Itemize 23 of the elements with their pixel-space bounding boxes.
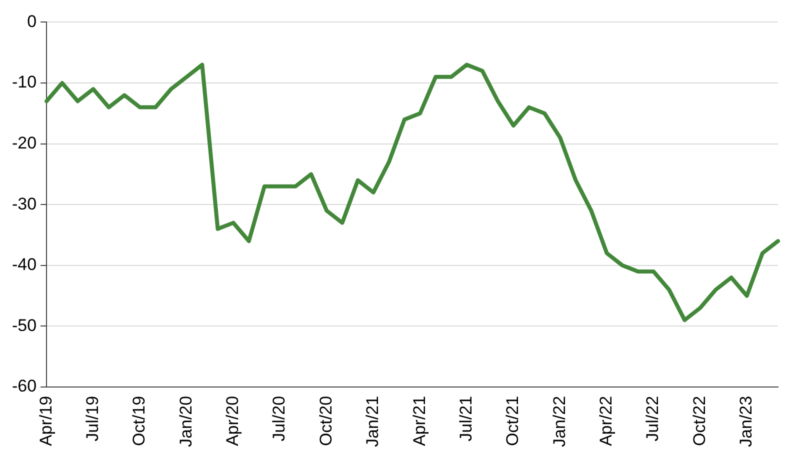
- x-tick-label: Jan/21: [363, 396, 382, 448]
- x-tick-label: Apr/19: [36, 396, 56, 446]
- y-tick-label: 0: [27, 12, 37, 31]
- x-tick-label: Apr/22: [596, 396, 616, 446]
- y-tick-label: -50: [12, 316, 37, 335]
- x-tick-label: Jan/20: [176, 396, 196, 448]
- x-tick-label: Jul/22: [643, 396, 662, 442]
- y-tick-label: -30: [12, 194, 37, 214]
- x-tick-label: Oct/20: [316, 396, 336, 446]
- y-tick-label: -40: [12, 255, 37, 274]
- x-tick-label: Apr/21: [410, 396, 429, 446]
- x-tick-label: Jul/19: [82, 396, 102, 442]
- x-tick-label: Jan/23: [736, 396, 756, 448]
- y-tick-label: -60: [12, 376, 37, 396]
- x-tick-label: Oct/21: [503, 396, 522, 446]
- x-tick-label: Jul/21: [456, 396, 476, 442]
- x-tick-label: Oct/22: [690, 396, 709, 446]
- x-tick-label: Apr/20: [223, 396, 242, 446]
- y-tick-label: -20: [12, 133, 37, 152]
- x-tick-label: Oct/19: [130, 396, 149, 446]
- y-tick-label: -10: [12, 72, 37, 92]
- x-tick-label: Jul/20: [270, 396, 289, 442]
- x-tick-label: Jan/22: [550, 396, 569, 448]
